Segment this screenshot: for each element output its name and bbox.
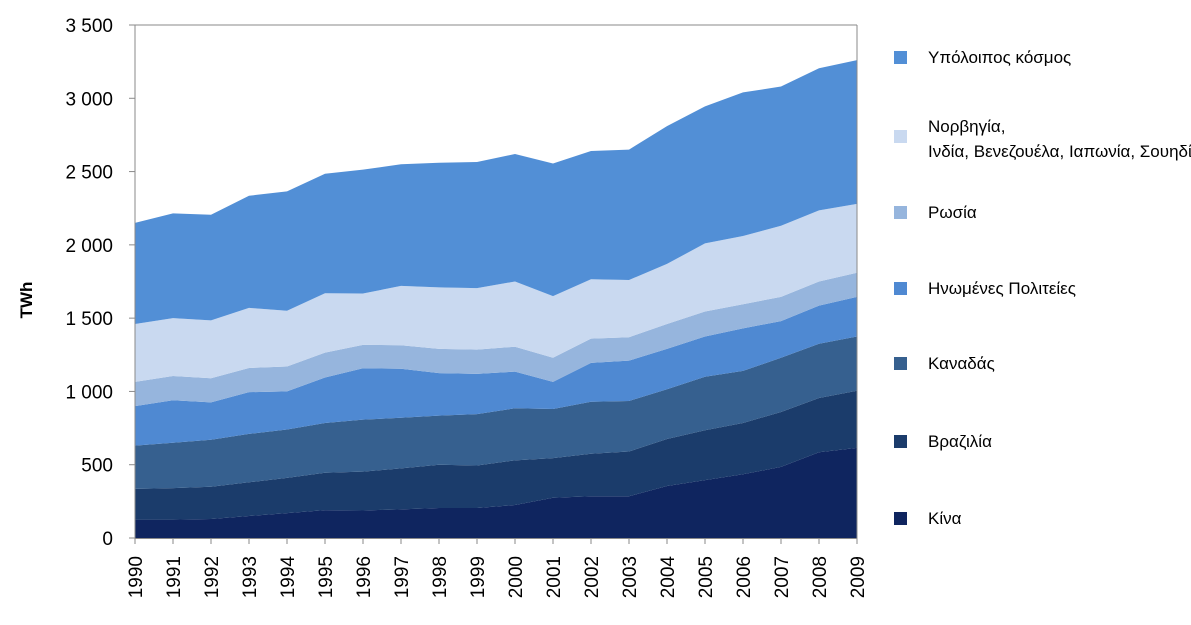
x-tick-label: 1994 xyxy=(278,556,299,599)
area-series-5 xyxy=(135,272,857,407)
legend-label: Νορβηγία, Ινδία, Βενεζουέλα, Ιαπωνία, Σου… xyxy=(928,117,1191,161)
x-tick-label: 1998 xyxy=(430,556,451,598)
legend-item: Ρωσία xyxy=(894,203,977,222)
axes-layer xyxy=(129,24,858,544)
x-tick-label: 1992 xyxy=(202,556,223,598)
y-tick-label: 1 000 xyxy=(65,382,113,403)
x-tick-label: 1999 xyxy=(468,556,489,598)
y-axis-title: TWh xyxy=(17,282,36,319)
legend-item: Υπόλοιπος κόσμος xyxy=(894,48,1071,67)
area-series-1 xyxy=(135,447,857,538)
legend-swatch xyxy=(894,357,907,370)
x-tick-label: 1995 xyxy=(316,556,337,598)
legend-swatch xyxy=(894,282,907,295)
legend-swatch xyxy=(894,130,907,143)
y-tick-label: 3 500 xyxy=(65,16,113,37)
x-tick-label: 2006 xyxy=(734,556,755,598)
legend-label: Βραζιλία xyxy=(928,432,992,451)
legend: Υπόλοιπος κόσμος Νορβηγία, Ινδία, Βενεζουέ… xyxy=(894,48,1191,528)
x-tick-label: 1990 xyxy=(126,556,147,598)
y-tick-label: 1 500 xyxy=(65,309,113,330)
y-tick-label: 0 xyxy=(102,529,113,550)
x-tick-labels: 1990 1991 1992 1993 1994 1995 1996 1997 1998 1999… xyxy=(126,556,869,599)
legend-swatch xyxy=(894,435,907,448)
x-tick-label: 2005 xyxy=(696,556,717,598)
x-tick-label: 1997 xyxy=(392,556,413,598)
legend-swatch xyxy=(894,206,907,219)
x-tick-label: 1996 xyxy=(354,556,375,598)
y-tick-label: 2 500 xyxy=(65,163,113,184)
legend-item: Νορβηγία, Ινδία, Βενεζουέλα, Ιαπωνία, Σου… xyxy=(894,117,1191,161)
y-tick-label: 3 000 xyxy=(65,89,113,110)
legend-label: Κίνα xyxy=(928,509,962,528)
x-tick-label: 2002 xyxy=(582,556,603,598)
legend-item: Κίνα xyxy=(894,509,962,528)
legend-label: Ρωσία xyxy=(928,203,977,222)
legend-item: Ηνωμένες Πολιτείες xyxy=(894,279,1076,298)
x-tick-label: 2004 xyxy=(658,556,679,599)
legend-item: Καναδάς xyxy=(894,354,995,373)
x-tick-label: 2009 xyxy=(848,556,869,598)
y-tick-label: 500 xyxy=(81,456,113,477)
area-series-2 xyxy=(135,390,857,520)
legend-swatch xyxy=(894,51,907,64)
area-series-3 xyxy=(135,336,857,489)
x-tick-label: 2008 xyxy=(810,556,831,598)
legend-label: Ηνωμένες Πολιτείες xyxy=(928,279,1076,298)
legend-item: Βραζιλία xyxy=(894,432,992,451)
area-series-6 xyxy=(135,203,857,382)
x-tick-label: 2000 xyxy=(506,556,527,598)
legend-label: Καναδάς xyxy=(928,354,995,373)
y-tick-label: 2 000 xyxy=(65,236,113,257)
x-tick-label: 1993 xyxy=(240,556,261,598)
x-tick-label: 2001 xyxy=(544,556,565,598)
x-tick-label: 2007 xyxy=(772,556,793,598)
x-tick-label: 2003 xyxy=(620,556,641,598)
area-series-7 xyxy=(135,60,857,325)
legend-label: Υπόλοιπος κόσμος xyxy=(928,48,1071,67)
legend-swatch xyxy=(894,512,907,525)
area-series-4 xyxy=(135,296,857,446)
areas-layer xyxy=(135,60,857,538)
x-tick-label: 1991 xyxy=(164,556,185,598)
y-tick-labels: 0 500 1 000 1 500 2 000 2 500 3 000 3 500 xyxy=(65,16,113,550)
